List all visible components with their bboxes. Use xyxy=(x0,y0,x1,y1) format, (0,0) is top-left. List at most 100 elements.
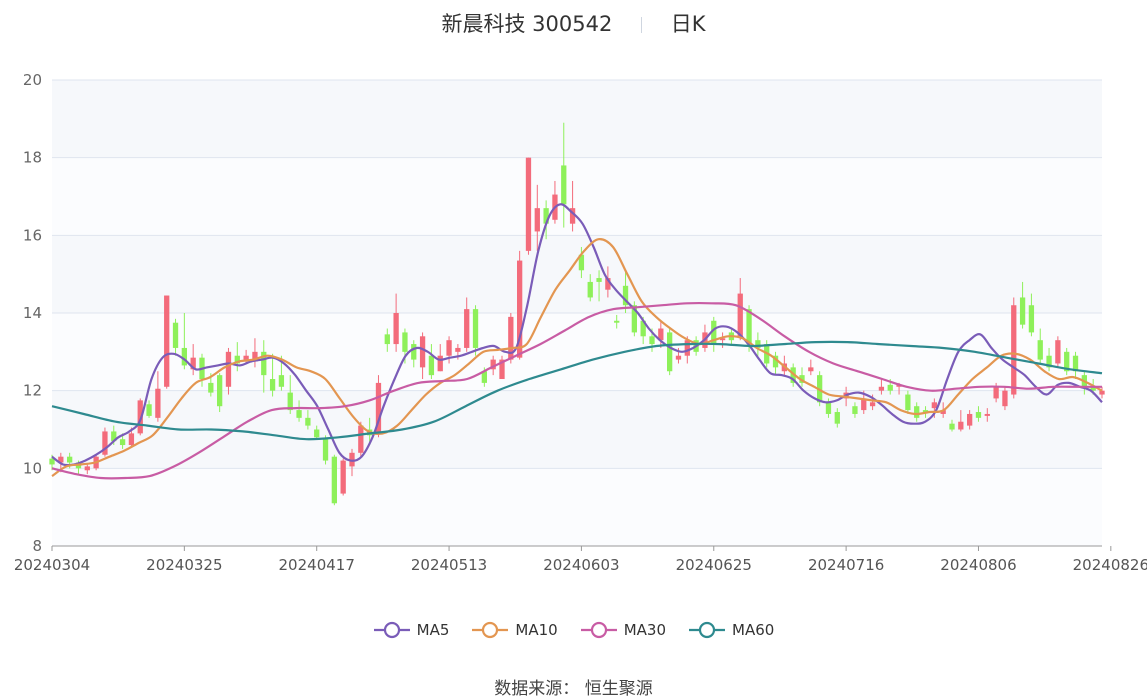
candle-body xyxy=(561,165,567,205)
candle-body xyxy=(437,355,443,372)
x-tick-label: 20240806 xyxy=(940,556,1016,574)
candle-body xyxy=(940,410,946,414)
legend-item-ma30[interactable]: MA30 xyxy=(580,620,666,640)
legend-item-ma5[interactable]: MA5 xyxy=(373,620,450,640)
candle-body xyxy=(1064,351,1070,372)
candle-body xyxy=(675,355,682,360)
y-tick-label: 18 xyxy=(23,149,42,167)
candle-body xyxy=(446,340,452,356)
legend-label: MA10 xyxy=(515,621,558,639)
candle-body xyxy=(737,293,743,337)
candle-body xyxy=(649,336,655,345)
chart-title: 新晨科技 300542 日K xyxy=(0,8,1147,38)
candle-body xyxy=(772,355,779,368)
candle-body xyxy=(164,295,170,387)
x-tick-label: 20240603 xyxy=(543,556,619,574)
candle-body xyxy=(949,423,955,430)
candle-body xyxy=(631,305,637,333)
plot-band xyxy=(52,313,1102,391)
candle-body xyxy=(419,336,426,368)
candle-body xyxy=(958,421,964,430)
candle-body xyxy=(799,375,805,383)
legend-marker-icon xyxy=(580,621,617,639)
candle-body xyxy=(340,460,346,494)
candle-body xyxy=(217,375,223,407)
chart-legend: MA5 MA10 MA30 MA60 xyxy=(0,620,1147,640)
y-tick-label: 16 xyxy=(23,226,42,244)
candle-body xyxy=(614,320,620,323)
candle-body xyxy=(190,357,196,370)
plot-band xyxy=(52,235,1102,313)
y-tick-label: 20 xyxy=(23,71,42,89)
candle-body xyxy=(455,347,461,352)
legend-item-ma10[interactable]: MA10 xyxy=(471,620,558,640)
candle-body xyxy=(322,439,329,461)
candle-body xyxy=(931,402,937,409)
candle-body xyxy=(375,382,382,434)
candle-body xyxy=(1090,386,1096,391)
candle-body xyxy=(472,309,479,348)
candle-body xyxy=(1046,355,1052,368)
candle-body xyxy=(993,386,999,399)
candle-body xyxy=(525,157,532,251)
candle-body xyxy=(975,412,982,418)
candle-body xyxy=(393,313,399,345)
candle-body xyxy=(622,285,629,306)
candle-body xyxy=(578,254,585,271)
candle-body xyxy=(49,458,55,465)
legend-label: MA30 xyxy=(623,621,667,639)
candle-body xyxy=(719,338,726,341)
candle-body xyxy=(667,332,673,372)
candle-body xyxy=(402,332,408,352)
candle-body xyxy=(861,398,867,411)
candle-body xyxy=(887,384,893,391)
candle-body xyxy=(534,208,540,232)
candle-body xyxy=(234,355,240,364)
candle-body xyxy=(269,379,276,391)
candle-body xyxy=(517,260,523,358)
candle-body xyxy=(596,278,602,282)
x-tick-label: 20240304 xyxy=(14,556,90,574)
candle-body xyxy=(684,340,690,356)
data-source: 数据来源： 恒生聚源 xyxy=(494,679,653,699)
x-tick-label: 20240513 xyxy=(411,556,487,574)
candle-body xyxy=(225,351,232,387)
candle-body xyxy=(869,402,876,407)
y-tick-label: 10 xyxy=(23,459,42,477)
x-tick-label: 20240325 xyxy=(146,556,222,574)
legend-item-ma60[interactable]: MA60 xyxy=(688,620,774,640)
y-tick-label: 8 xyxy=(32,537,42,555)
plot-band xyxy=(52,157,1102,236)
candle-body xyxy=(243,355,249,360)
candle-body xyxy=(984,413,990,416)
plot-band xyxy=(52,80,1102,158)
candle-body xyxy=(67,456,73,463)
series-line-ma5 xyxy=(51,203,1103,467)
period-label[interactable]: 日K xyxy=(670,12,706,36)
candle-body xyxy=(878,386,885,391)
candle-body xyxy=(102,431,108,455)
y-tick-label: 12 xyxy=(23,382,42,400)
candle-body xyxy=(208,382,214,393)
legend-marker-icon xyxy=(689,621,726,639)
candle-body xyxy=(305,417,311,426)
x-tick-label: 20240417 xyxy=(279,556,355,574)
candle-body xyxy=(1099,390,1105,395)
candle-body xyxy=(1028,305,1035,333)
candle-body xyxy=(658,328,664,341)
candle-body xyxy=(808,367,814,372)
candle-body xyxy=(428,355,435,376)
x-tick-label: 20240826 xyxy=(1073,556,1147,574)
candle-body xyxy=(1055,340,1061,364)
candle-body xyxy=(640,320,646,337)
candle-body xyxy=(922,410,929,413)
candle-body xyxy=(411,344,417,360)
candle-body xyxy=(287,392,293,411)
plot-band xyxy=(52,468,1102,546)
candle-body xyxy=(1037,340,1043,360)
candle-body xyxy=(746,309,752,345)
candle-body xyxy=(172,322,179,348)
series-line-ma10 xyxy=(51,238,1103,478)
candle-body xyxy=(605,278,611,290)
legend-label: MA5 xyxy=(416,621,450,639)
